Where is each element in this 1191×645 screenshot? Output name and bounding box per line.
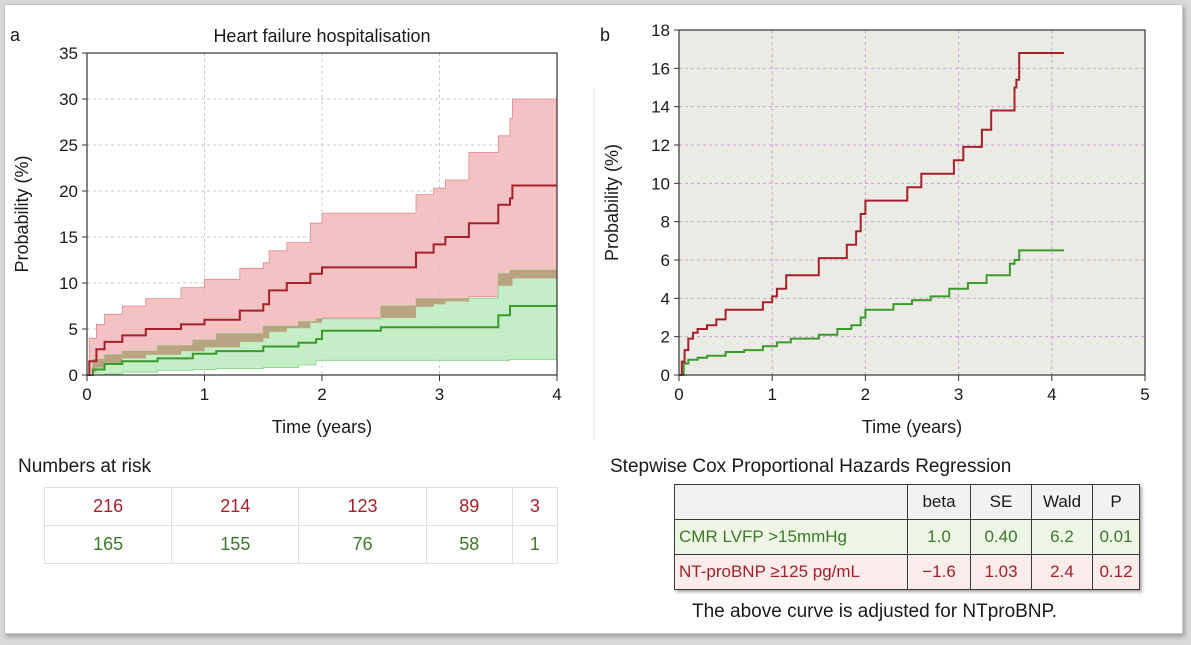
cox-cell-label: CMR LVFP >15mmHg (674, 519, 908, 555)
y-axis-label: Probability (%) (12, 155, 32, 272)
y-tick-label: 10 (59, 274, 78, 293)
cox-cell: 0.40 (970, 519, 1032, 555)
y-tick-label: 15 (59, 228, 78, 247)
risk-cell: 89 (425, 487, 513, 526)
x-axis-label: Time (years) (862, 417, 962, 437)
risk-table: 216 214 123 89 3 165 155 76 58 1 (43, 487, 559, 564)
cox-header-cell: SE (970, 484, 1032, 520)
y-tick-label: 8 (661, 213, 670, 232)
y-tick-label: 14 (651, 98, 670, 117)
cox-title: Stepwise Cox Proportional Hazards Regres… (610, 456, 1012, 477)
y-tick-label: 16 (651, 59, 670, 78)
cox-row-lvfp: CMR LVFP >15mmHg 1.0 0.40 6.2 0.01 (674, 519, 1140, 555)
y-tick-label: 10 (651, 174, 670, 193)
risk-cell: 165 (43, 525, 173, 564)
chart-title: Heart failure hospitalisation (213, 26, 430, 46)
y-tick-label: 12 (651, 136, 670, 155)
panel-letter: b (600, 25, 610, 45)
cox-cell: 2.4 (1031, 554, 1093, 590)
risk-cell: 216 (43, 487, 173, 526)
series-line-green (87, 305, 557, 376)
x-tick-label: 2 (317, 385, 326, 404)
cox-table: beta SE Wald P CMR LVFP >15mmHg 1.0 0.40… (674, 484, 1140, 590)
x-tick-label: 5 (1140, 385, 1149, 404)
y-tick-label: 18 (651, 21, 670, 40)
cox-cell: −1.6 (907, 554, 971, 590)
y-tick-label: 20 (59, 182, 78, 201)
cox-cell: 0.12 (1092, 554, 1140, 590)
cox-header-row: beta SE Wald P (674, 484, 1140, 520)
cox-cell: 0.01 (1092, 519, 1140, 555)
risk-cell: 1 (511, 525, 559, 564)
x-tick-label: 1 (767, 385, 776, 404)
risk-cell: 155 (171, 525, 300, 564)
cox-cell: 1.0 (907, 519, 971, 555)
series-line-red (87, 184, 557, 376)
cox-header-cell (674, 484, 908, 520)
x-tick-label: 4 (1047, 385, 1056, 404)
cox-header-cell: Wald (1031, 484, 1093, 520)
cox-header-cell: P (1092, 484, 1140, 520)
risk-row-green: 165 155 76 58 1 (43, 525, 559, 564)
y-tick-label: 0 (69, 366, 78, 385)
x-tick-label: 4 (552, 385, 561, 404)
y-axis-label: Probability (%) (602, 144, 622, 261)
panel-letter: a (10, 25, 21, 45)
series-line-red (679, 52, 1064, 376)
adjustment-note: The above curve is adjusted for NTproBNP… (692, 601, 1058, 622)
ci-band-overlap (87, 270, 557, 375)
x-tick-label: 3 (954, 385, 963, 404)
y-tick-label: 6 (661, 251, 670, 270)
x-tick-label: 2 (861, 385, 870, 404)
cox-header-cell: beta (907, 484, 971, 520)
cox-row-ntprobnp: NT-proBNP ≥125 pg/mL −1.6 1.03 2.4 0.12 (674, 554, 1140, 590)
plot-area (679, 30, 1145, 375)
risk-row-red: 216 214 123 89 3 (43, 487, 559, 526)
y-tick-label: 25 (59, 136, 78, 155)
risk-cell: 58 (425, 525, 513, 564)
series-line-green (679, 249, 1064, 376)
cox-cell: 6.2 (1031, 519, 1093, 555)
y-tick-label: 0 (661, 366, 670, 385)
risk-cell: 214 (171, 487, 300, 526)
x-tick-label: 0 (674, 385, 683, 404)
y-tick-label: 35 (59, 44, 78, 63)
plot-frame (678, 29, 1146, 376)
y-tick-label: 4 (661, 289, 670, 308)
x-axis-label: Time (years) (272, 417, 372, 437)
x-tick-label: 0 (82, 385, 91, 404)
x-tick-label: 1 (200, 385, 209, 404)
cox-cell: 1.03 (970, 554, 1032, 590)
risk-cell: 76 (298, 525, 427, 564)
cox-cell-label: NT-proBNP ≥125 pg/mL (674, 554, 908, 590)
y-tick-label: 2 (661, 328, 670, 347)
risk-title: Numbers at risk (18, 456, 152, 477)
y-tick-label: 30 (59, 90, 78, 109)
risk-cell: 3 (511, 487, 559, 526)
y-tick-label: 5 (69, 320, 78, 339)
risk-cell: 123 (298, 487, 427, 526)
x-tick-label: 3 (435, 385, 444, 404)
chart-a: a Heart failure hospitalisation0510152025… (10, 25, 595, 440)
